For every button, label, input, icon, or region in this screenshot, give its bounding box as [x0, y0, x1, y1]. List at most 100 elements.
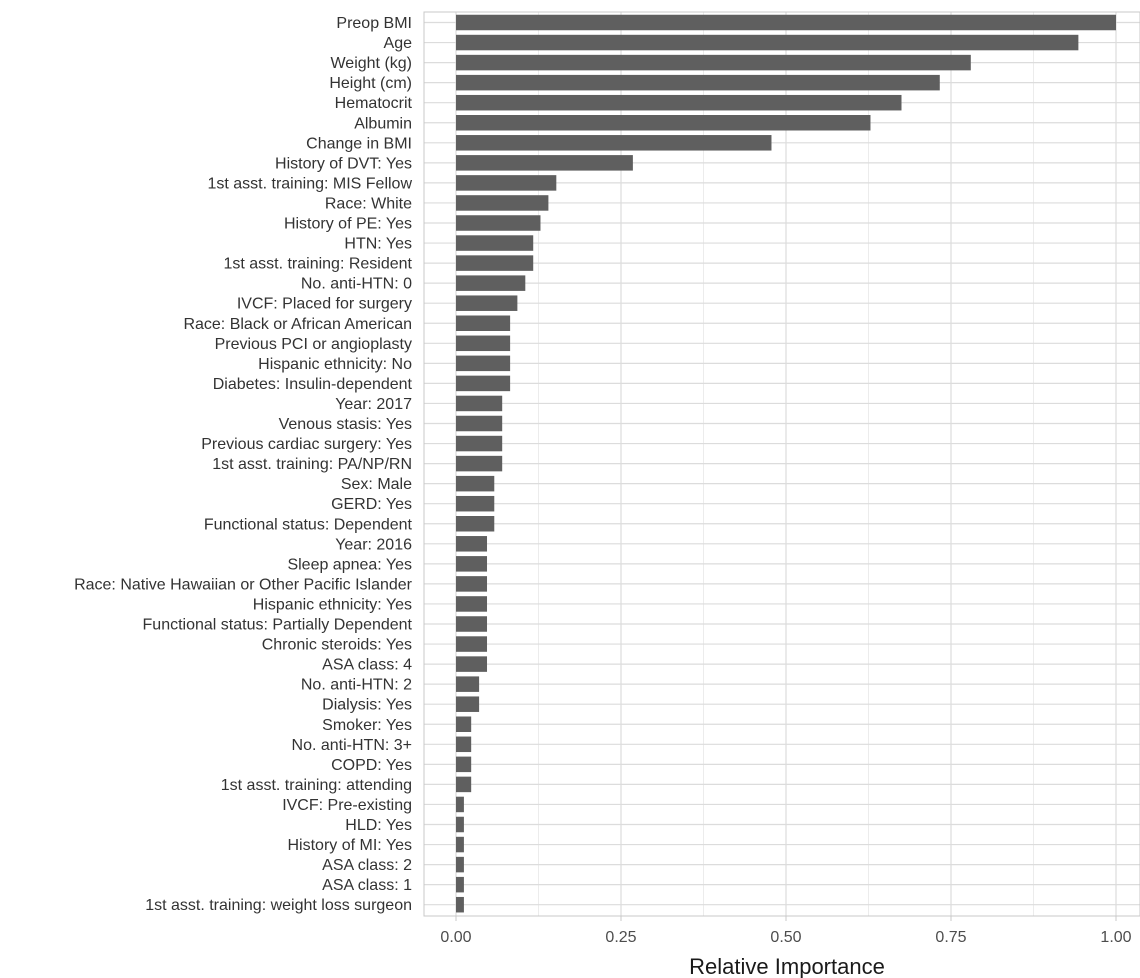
x-tick-label: 0.00 — [440, 929, 471, 946]
bar — [456, 836, 464, 853]
category-label: 1st asst. training: attending — [221, 777, 412, 794]
category-label: History of PE: Yes — [284, 216, 412, 233]
bar — [456, 616, 488, 632]
category-label: HTN: Yes — [344, 236, 412, 253]
category-label: Dialysis: Yes — [322, 697, 412, 714]
bar — [456, 375, 511, 392]
category-label: 1st asst. training: MIS Fellow — [207, 175, 412, 192]
category-label: Preop BMI — [336, 15, 412, 32]
category-label: IVCF: Placed for surgery — [237, 296, 412, 313]
category-label: 1st asst. training: Resident — [223, 256, 412, 273]
x-tick-label: 1.00 — [1100, 929, 1131, 946]
bar — [456, 896, 464, 913]
bar — [456, 175, 557, 191]
x-tick-label: 0.75 — [935, 929, 966, 946]
category-label: Venous stasis: Yes — [279, 416, 412, 433]
bar — [456, 34, 1079, 51]
category-label: COPD: Yes — [331, 757, 412, 774]
bar — [456, 475, 495, 492]
category-label: Hispanic ethnicity: Yes — [253, 596, 412, 613]
category-label: Sex: Male — [341, 476, 412, 493]
bar — [456, 776, 472, 793]
category-label: Albumin — [354, 115, 412, 132]
category-label: Chronic steroids: Yes — [262, 637, 412, 654]
bar — [456, 556, 488, 572]
category-label: ASA class: 1 — [322, 877, 412, 894]
category-label: Hispanic ethnicity: No — [258, 356, 412, 373]
category-label: No. anti-HTN: 2 — [301, 677, 412, 694]
bar — [456, 876, 464, 893]
bar — [456, 395, 503, 412]
category-labels: Preop BMI Age Weight (kg) Height (cm) Hemato… — [74, 15, 413, 914]
bar — [456, 736, 472, 753]
bar — [456, 415, 503, 432]
category-label: Functional status: Partially Dependent — [143, 617, 413, 634]
bar — [456, 54, 971, 71]
category-label: HLD: Yes — [345, 817, 412, 834]
bar — [456, 816, 464, 833]
x-tick-label: 0.50 — [770, 929, 801, 946]
category-label: Race: Native Hawaiian or Other Pacific I… — [74, 576, 413, 593]
category-label: Race: White — [325, 195, 412, 212]
category-label: Height (cm) — [329, 75, 412, 92]
bar — [456, 355, 511, 372]
bar — [456, 235, 534, 251]
bar — [456, 495, 495, 512]
category-label: ASA class: 2 — [322, 857, 412, 874]
bar — [456, 14, 1116, 31]
bar — [456, 135, 772, 151]
category-label: No. anti-HTN: 0 — [301, 276, 412, 293]
category-label: Diabetes: Insulin-dependent — [213, 376, 413, 393]
bar — [456, 796, 464, 813]
bar — [456, 115, 871, 131]
bar — [456, 576, 488, 592]
category-label: ASA class: 4 — [322, 657, 412, 674]
bar — [456, 656, 488, 672]
category-label: History of MI: Yes — [288, 837, 413, 854]
bar — [456, 455, 503, 472]
category-label: Smoker: Yes — [322, 717, 412, 734]
category-label: Weight (kg) — [330, 55, 412, 72]
category-label: IVCF: Pre-existing — [282, 797, 412, 814]
bar — [456, 255, 534, 271]
category-label: 1st asst. training: PA/NP/RN — [212, 456, 412, 473]
category-label: Year: 2017 — [335, 396, 412, 413]
x-axis-title: Relative Importance — [689, 954, 885, 978]
bar — [456, 596, 488, 612]
bar — [456, 516, 495, 532]
bar — [456, 536, 488, 552]
category-label: Functional status: Dependent — [204, 516, 413, 533]
x-tick-label: 0.25 — [605, 929, 636, 946]
bar — [456, 335, 511, 352]
bar — [456, 636, 488, 652]
bar — [456, 435, 503, 452]
category-label: Previous PCI or angioplasty — [215, 336, 412, 353]
category-label: 1st asst. training: weight loss surgeon — [145, 897, 412, 914]
x-tick-labels: 0.00 0.25 0.50 0.75 1.00 — [440, 916, 1132, 946]
bar — [456, 215, 541, 231]
category-label: Age — [384, 35, 413, 52]
category-label: Year: 2016 — [335, 536, 412, 553]
category-label: Previous cardiac surgery: Yes — [201, 436, 412, 453]
bar — [456, 756, 472, 773]
bar — [456, 155, 633, 171]
bar — [456, 74, 940, 91]
bar — [456, 195, 549, 211]
category-label: Hematocrit — [335, 95, 413, 112]
bar — [456, 94, 902, 111]
bar — [456, 315, 511, 331]
category-label: Sleep apnea: Yes — [287, 556, 412, 573]
category-label: GERD: Yes — [331, 496, 412, 513]
bar — [456, 856, 464, 873]
category-label: Change in BMI — [306, 135, 412, 152]
bars — [456, 14, 1116, 913]
category-label: Race: Black or African American — [183, 316, 412, 333]
bar — [456, 275, 526, 291]
category-label: History of DVT: Yes — [275, 155, 412, 172]
bar — [456, 295, 518, 311]
bar — [456, 696, 480, 712]
bar — [456, 716, 472, 732]
bar — [456, 676, 480, 692]
category-label: No. anti-HTN: 3+ — [292, 737, 412, 754]
